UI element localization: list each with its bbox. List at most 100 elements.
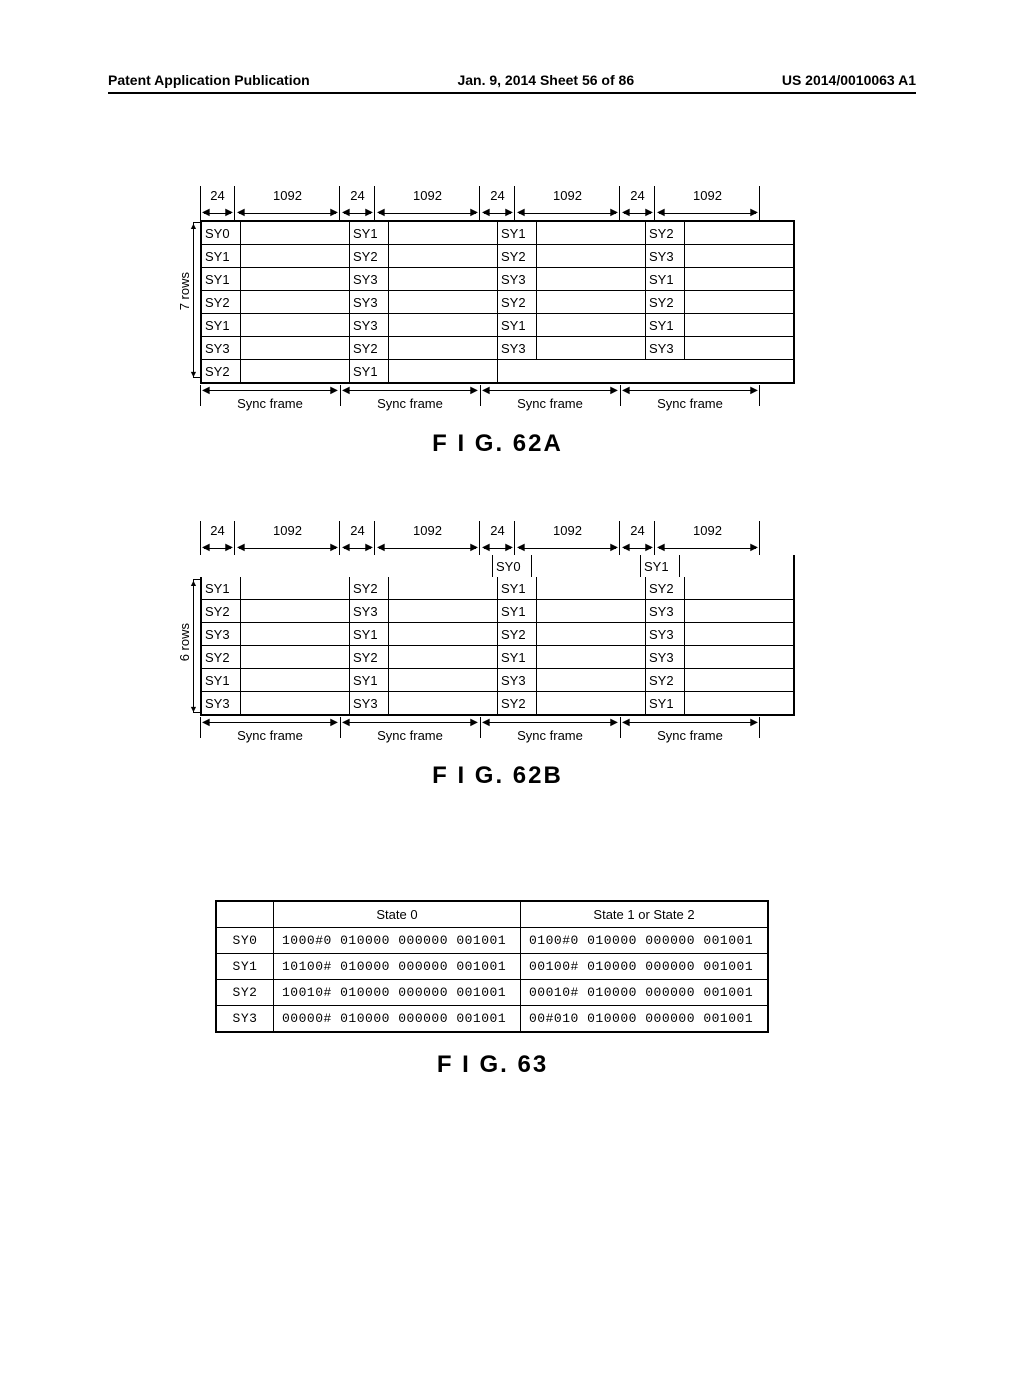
sync-code-label: SY2 [216, 980, 274, 1006]
sync-cell [388, 268, 497, 290]
sync-cell [238, 555, 346, 577]
sync-cell: SY1 [645, 692, 684, 714]
table-row: SY2SY2SY1SY3 [202, 645, 793, 668]
sync-grid-b-pre: SY0 SY1 [200, 555, 795, 577]
sync-cell [388, 577, 497, 599]
sync-cell [536, 268, 645, 290]
sync-cell [240, 577, 349, 599]
dimension-row-b: 24◀▶1092◀▶24◀▶1092◀▶24◀▶1092◀▶24◀▶1092◀▶ [200, 525, 795, 555]
sync-cell: SY1 [497, 577, 536, 599]
sync-cell: SY3 [349, 600, 388, 622]
table-row: SY110100# 010000 000000 00100100100# 010… [216, 954, 768, 980]
dim-label: 24◀▶ [480, 190, 515, 220]
sync-frame-label: ◀▶Sync frame [340, 388, 480, 416]
patent-page: Patent Application Publication Jan. 9, 2… [0, 0, 1024, 1380]
sync-cell [240, 268, 349, 290]
sync-cell [684, 646, 793, 668]
sync-cell [536, 646, 645, 668]
sync-cell: SY1 [349, 669, 388, 691]
sync-cell: SY1 [645, 268, 684, 290]
sync-cell [536, 314, 645, 336]
sync-cell [684, 291, 793, 313]
sync-cell [531, 555, 640, 577]
sync-cell: SY0 [492, 555, 531, 577]
sync-cell [240, 245, 349, 267]
sync-cell [388, 337, 497, 359]
table-row: SY0 SY1 [200, 555, 793, 577]
table-row: SY300000# 010000 000000 00100100#010 010… [216, 1006, 768, 1033]
table-row: SY210010# 010000 000000 00100100010# 010… [216, 980, 768, 1006]
sync-cell [388, 291, 497, 313]
sync-frame-row-a: ◀▶Sync frame◀▶Sync frame◀▶Sync frame◀▶Sy… [200, 388, 795, 416]
table-row: SY2SY3SY1SY3 [202, 599, 793, 622]
sync-cell [240, 291, 349, 313]
table-row: SY2SY1 [202, 359, 793, 382]
sync-cell [684, 337, 793, 359]
sync-grid-b: SY1SY2SY1SY2SY2SY3SY1SY3SY3SY1SY2SY3SY2S… [200, 577, 795, 716]
sync-grid-a: SY0SY1SY1SY2SY1SY2SY2SY3SY1SY3SY3SY1SY2S… [200, 220, 795, 384]
table-row: SY3SY1SY2SY3 [202, 622, 793, 645]
row-brace-line-a: ▲▼ [193, 222, 200, 378]
header-left: Patent Application Publication [108, 72, 310, 88]
sync-cell [536, 600, 645, 622]
sync-code-value: 00#010 010000 000000 001001 [521, 1006, 769, 1033]
sync-cell [240, 314, 349, 336]
sync-cell [536, 669, 645, 691]
figure-caption-b: F I G. 62B [200, 762, 795, 790]
sync-cell: SY3 [349, 692, 388, 714]
dim-label: 1092◀▶ [655, 190, 760, 220]
dim-label: 1092◀▶ [375, 190, 480, 220]
sync-cell [240, 337, 349, 359]
sync-cell: SY3 [497, 669, 536, 691]
sync-cell: SY1 [640, 555, 679, 577]
dim-label: 24◀▶ [200, 525, 235, 555]
header-rule [108, 92, 916, 94]
sync-frame-label: ◀▶Sync frame [620, 388, 760, 416]
sync-code-label: SY3 [216, 1006, 274, 1033]
sync-cell [536, 623, 645, 645]
sync-cell [536, 360, 644, 382]
sync-code-table: State 0 State 1 or State 2 SY01000#0 010… [215, 900, 769, 1033]
sync-cell [536, 291, 645, 313]
dim-label: 24◀▶ [200, 190, 235, 220]
table-row: SY1SY2SY2SY3 [202, 244, 793, 267]
sync-cell [684, 669, 793, 691]
dim-label: 1092◀▶ [515, 190, 620, 220]
sync-cell: SY1 [349, 623, 388, 645]
sync-cell [240, 646, 349, 668]
figure-caption-c: F I G. 63 [215, 1051, 770, 1079]
dim-label: 24◀▶ [340, 190, 375, 220]
table-row: SY1SY3SY3SY1 [202, 267, 793, 290]
sync-cell [388, 245, 497, 267]
sync-cell [388, 646, 497, 668]
sync-cell: SY3 [645, 646, 684, 668]
sync-cell [536, 337, 645, 359]
sync-cell [200, 555, 238, 577]
sync-cell [536, 577, 645, 599]
sync-cell: SY2 [349, 245, 388, 267]
table-row: SY0SY1SY1SY2 [202, 222, 793, 244]
sync-frame-label: ◀▶Sync frame [620, 720, 760, 748]
sync-code-label: SY1 [216, 954, 274, 980]
sync-cell [684, 314, 793, 336]
sync-cell: SY2 [645, 669, 684, 691]
sync-cell [240, 360, 349, 382]
table-row: SY3SY3SY2SY1 [202, 691, 793, 714]
sync-frame-label: ◀▶Sync frame [200, 720, 340, 748]
figure-62b: 24◀▶1092◀▶24◀▶1092◀▶24◀▶1092◀▶24◀▶1092◀▶… [145, 525, 795, 790]
sync-frame-label: ◀▶Sync frame [480, 388, 620, 416]
sync-cell: SY3 [202, 692, 240, 714]
sync-cell: SY2 [349, 337, 388, 359]
sync-cell: SY1 [202, 268, 240, 290]
sync-cell: SY1 [349, 360, 388, 382]
sync-cell: SY2 [497, 245, 536, 267]
figure-63: State 0 State 1 or State 2 SY01000#0 010… [145, 900, 770, 1079]
sync-cell: SY3 [349, 314, 388, 336]
dim-label: 24◀▶ [480, 525, 515, 555]
code-header-state0: State 0 [274, 901, 521, 928]
sync-code-value: 10010# 010000 000000 001001 [274, 980, 521, 1006]
table-row: SY3SY2SY3SY3 [202, 336, 793, 359]
row-count-label-b: 6 rows [177, 623, 192, 661]
figure-62a: 24◀▶1092◀▶24◀▶1092◀▶24◀▶1092◀▶24◀▶1092◀▶… [145, 190, 795, 458]
sync-cell: SY3 [202, 623, 240, 645]
